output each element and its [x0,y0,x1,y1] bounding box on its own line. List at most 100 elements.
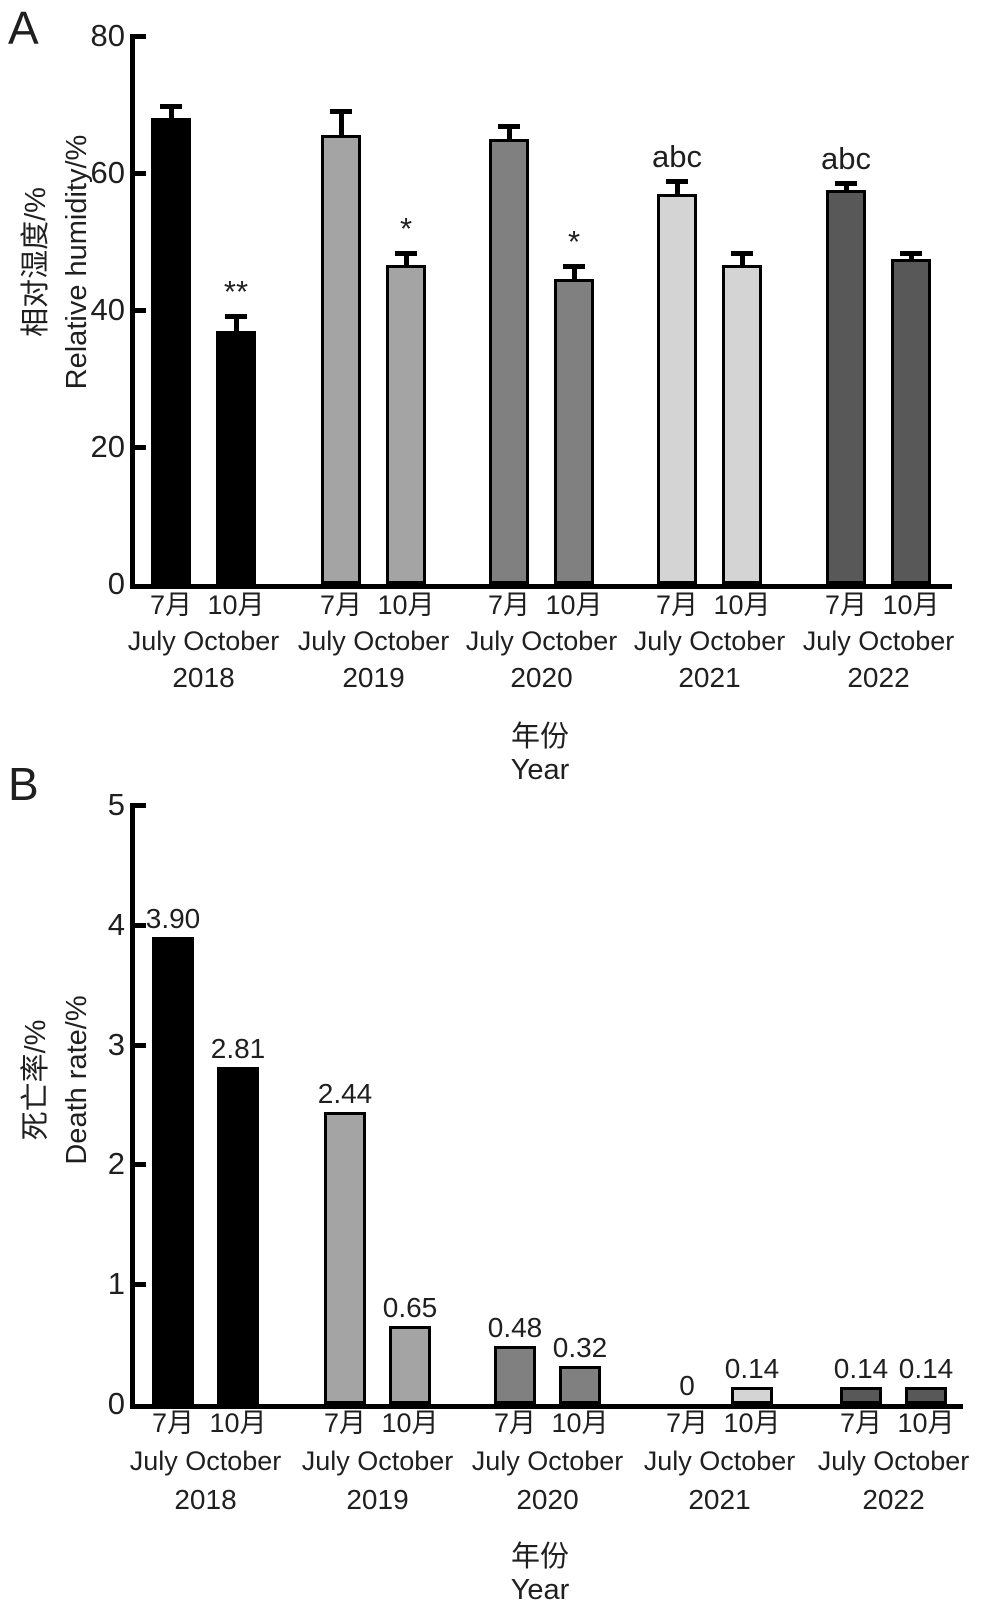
panel-a-annotation-2020-october: * [567,223,581,259]
panel-a-x-axis [130,584,952,589]
panel-a-annotation-2021-july: abc [652,139,702,175]
panel-a-error-cap-2021-july [666,179,688,185]
panel-b-x-label-2022-months-en: July October [817,1446,970,1476]
panel-a-x-label-2022-july-zh: 7月 [824,590,868,620]
panel-b-x-label-2021-months-en: July October [643,1446,796,1476]
panel-b-x-label-2019: 2019 [346,1484,409,1515]
panel-a-x-label-2020-months-en: July October [465,626,618,656]
panel-a-error-bar-2019-october [403,254,409,266]
panel-b-x-label-2019-months-en: July October [301,1446,454,1476]
panel-a-error-bar-2021-october [739,255,745,266]
panel-a-x-label-2021-october-zh: 10月 [713,590,771,620]
panel-a-x-label-2021-months-en: July October [633,626,786,656]
panel-b-y-tick-label-1: 1 [107,1266,125,1302]
panel-a-bar-2018-october [216,330,256,584]
panel-a-error-bar-2020-july [506,128,512,139]
panel-b-label: B [8,758,39,810]
panel-a-error-cap-2021-october [731,251,753,257]
panel-a-y-tick-label-0: 0 [107,566,125,601]
panel-b-x-label-2018: 2018 [174,1484,237,1515]
panel-b-value-label-2020-july: 0.48 [487,1312,543,1344]
panel-a-y-tick-label-60: 60 [90,155,125,190]
panel-b-x-label-2020-july-zh: 7月 [493,1408,537,1438]
panel-a-error-cap-2022-october [900,251,922,257]
panel-a-x-label-2020: 2020 [510,662,573,693]
panel-b-y-tick-label-4: 4 [107,906,125,942]
panel-a-y-tick-40 [135,308,146,313]
panel-b-value-label-2021-july: 0 [679,1370,695,1401]
panel-b-x-label-2021: 2021 [688,1484,751,1515]
panel-b-x-axis-title-zh: 年份 [510,1541,570,1573]
panel-b-value-label-2022-october: 0.14 [898,1353,954,1385]
panel-a-bar-2021-october [722,265,762,584]
panel-b-y-tick-label-5: 5 [107,787,125,822]
panel-b-x-label-2020-october-zh: 10月 [551,1408,609,1438]
panel-b-value-label-2020-october: 0.32 [552,1331,608,1363]
panel-b-value-label-2018-october: 2.81 [210,1033,266,1065]
panel-a-x-label-2018-october-zh: 10月 [207,590,265,620]
panel-b-x-label-2019-october-zh: 10月 [381,1408,439,1438]
panel-a-x-label-2019-months-en: July October [297,626,450,656]
panel-a-error-bar-2021-july [674,183,680,194]
panel-b-value-label-2019-july: 2.44 [317,1077,373,1109]
panel-b-x-label-2021-july-zh: 7月 [665,1408,709,1438]
panel-a-x-axis-title-en: Year [510,754,570,786]
panel-a-error-cap-2018-october [225,314,247,320]
panel-a-error-bar-2020-october [571,267,577,280]
panel-a-x-label-2018: 2018 [172,662,235,693]
panel-b-y-tick-4 [135,922,146,928]
panel-a-error-bar-2018-october [233,318,239,331]
panel-a-x-label-2019: 2019 [342,662,405,693]
panel-b-x-label-2022-july-zh: 7月 [839,1408,883,1438]
panel-a-annotation-2019-october: * [399,210,413,246]
panel-b-y-axis [130,803,135,1409]
panel-a-y-tick-60 [135,171,146,176]
panel-a-x-label-2019-july-zh: 7月 [319,590,363,620]
panel-b-value-label-2022-july: 0.14 [833,1353,889,1385]
panel-a-y-tick-label-80: 80 [90,18,125,53]
panel-a-y-axis [130,34,135,589]
panel-a-x-label-2021-july-zh: 7月 [655,590,699,620]
panel-a-y-tick-20 [135,445,146,450]
panel-b-y-axis-title-en: Death rate/% [61,995,93,1165]
panel-b-y-tick-1 [135,1282,146,1288]
panel-b-bar-2022-july [840,1387,882,1404]
panel-a-y-tick-label-20: 20 [90,429,125,464]
panel-b-y-tick-label-3: 3 [107,1026,125,1062]
panel-b-value-label-2018-july: 3.90 [145,902,201,934]
panel-a-x-label-2018-months-en: July October [127,626,280,656]
panel-b-bar-2019-october [389,1326,431,1404]
panel-a-error-bar-2022-july [843,184,849,191]
panel-b-x-axis [130,1404,963,1409]
panel-b-y-tick-5 [135,803,146,808]
panel-a-x-label-2018-july-zh: 7月 [149,590,193,620]
panel-b-bar-2022-october [905,1387,947,1404]
panel-b-value-label-2021-october: 0.14 [724,1353,780,1385]
panel-a-bar-2022-october [891,258,931,584]
panel-b-bar-2019-july [324,1111,366,1404]
panel-a-x-label-2022-months-en: July October [802,626,955,656]
panel-b-bar-2021-october [731,1387,773,1404]
panel-b-x-label-2021-october-zh: 10月 [723,1408,781,1438]
panel-a-label: A [8,2,39,54]
panel-a-x-label-2019-october-zh: 10月 [377,590,435,620]
panel-b-value-label-2019-october: 0.65 [382,1292,438,1324]
panel-b-y-tick-label-0: 0 [107,1386,125,1421]
panel-b-x-label-2018-months-en: July October [129,1446,282,1476]
panel-a-bar-2019-july [321,135,361,584]
panel-b-bar-2020-july [494,1346,536,1404]
panel-b-x-label-2018-july-zh: 7月 [151,1408,195,1438]
panel-b-bar-2020-october [559,1365,601,1404]
panel-b-y-tick-label-2: 2 [107,1146,125,1182]
panel-a-error-bar-2018-july [168,107,174,119]
panel-b-x-label-2018-october-zh: 10月 [209,1408,267,1438]
panel-b-x-label-2022-october-zh: 10月 [897,1408,955,1438]
panel-b-x-label-2020-months-en: July October [471,1446,624,1476]
panel-a-error-cap-2022-july [835,180,857,186]
panel-a-error-cap-2019-october [395,250,417,256]
panel-b-x-axis-title-en: Year [510,1574,570,1606]
panel-a-x-axis-title-zh: 年份 [510,721,570,753]
panel-a-bar-2020-october [554,279,594,584]
panel-a-bar-2022-july [826,190,866,584]
